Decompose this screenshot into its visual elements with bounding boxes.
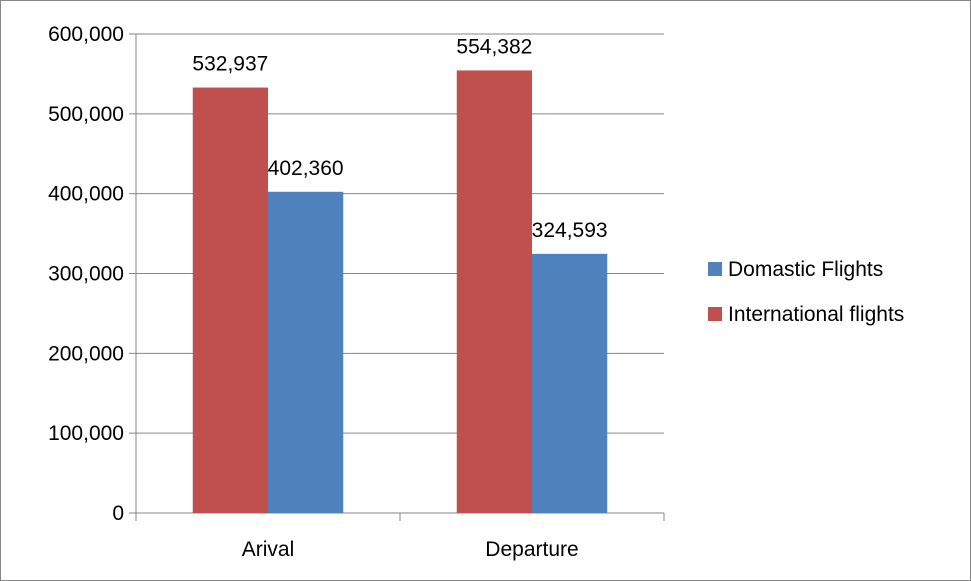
data-labels: 532,937 402,360 554,382 324,593 (192, 35, 607, 241)
legend: Domastic Flights International flights (708, 258, 904, 326)
data-label: 324,593 (532, 219, 608, 242)
legend-label: International flights (728, 303, 904, 326)
y-tick-label: 500,000 (48, 103, 124, 126)
y-tick-label: 0 (112, 502, 124, 525)
x-category-label: Arival (242, 538, 295, 561)
x-category-label: Departure (485, 538, 578, 561)
bar (456, 70, 532, 514)
bars (192, 70, 608, 514)
legend-swatch (708, 307, 722, 321)
y-tick-label: 600,000 (48, 23, 124, 46)
data-label: 554,382 (456, 35, 532, 58)
bar (192, 87, 268, 513)
legend-label: Domastic Flights (728, 258, 883, 281)
legend-swatch (708, 262, 722, 276)
y-tick-label: 100,000 (48, 422, 124, 445)
y-tick-label: 200,000 (48, 342, 124, 365)
y-tick-label: 300,000 (48, 263, 124, 286)
bar (532, 253, 608, 514)
data-label: 402,360 (268, 157, 344, 180)
bar (268, 191, 344, 513)
y-tick-label: 400,000 (48, 183, 124, 206)
data-label: 532,937 (192, 53, 268, 76)
